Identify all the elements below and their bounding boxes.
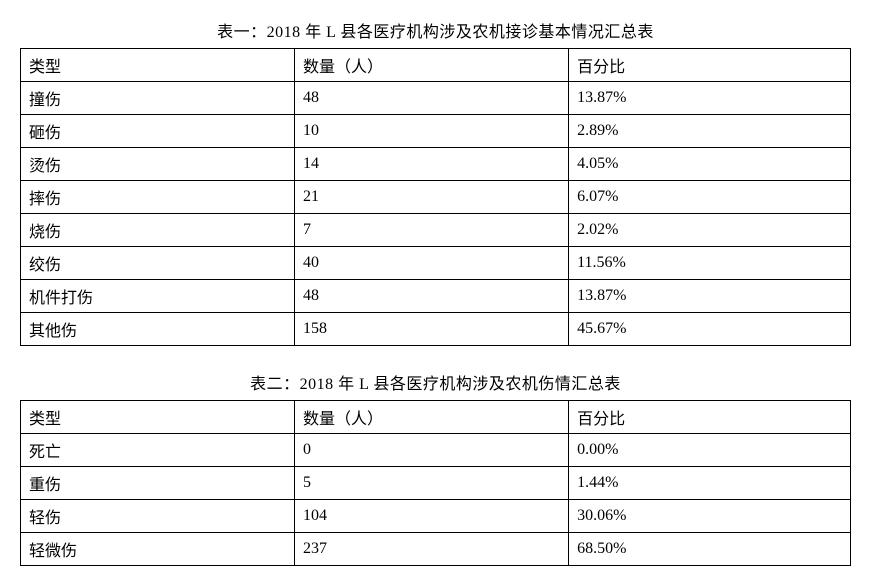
cell-type: 绞伤 [21,247,295,280]
cell-count: 7 [295,214,569,247]
table2-header-row: 类型 数量（人） 百分比 [21,401,851,434]
cell-count: 104 [295,500,569,533]
cell-count: 48 [295,82,569,115]
table-row: 重伤 5 1.44% [21,467,851,500]
table1-container: 表一：2018 年 L 县各医疗机构涉及农机接诊基本情况汇总表 类型 数量（人）… [20,18,851,346]
cell-percent: 13.87% [569,280,851,313]
cell-percent: 1.44% [569,467,851,500]
table1-col-header-type: 类型 [21,49,295,82]
cell-count: 5 [295,467,569,500]
table-row: 死亡 0 0.00% [21,434,851,467]
cell-percent: 6.07% [569,181,851,214]
cell-type: 其他伤 [21,313,295,346]
table-row: 烫伤 14 4.05% [21,148,851,181]
cell-percent: 0.00% [569,434,851,467]
cell-type: 撞伤 [21,82,295,115]
cell-count: 237 [295,533,569,566]
table-row: 摔伤 21 6.07% [21,181,851,214]
cell-percent: 45.67% [569,313,851,346]
table-row: 烧伤 7 2.02% [21,214,851,247]
table1-header-row: 类型 数量（人） 百分比 [21,49,851,82]
cell-count: 21 [295,181,569,214]
table1-col-header-percent: 百分比 [569,49,851,82]
table-row: 撞伤 48 13.87% [21,82,851,115]
cell-percent: 4.05% [569,148,851,181]
table2-title: 表二：2018 年 L 县各医疗机构涉及农机伤情汇总表 [20,370,851,394]
cell-type: 轻微伤 [21,533,295,566]
cell-count: 158 [295,313,569,346]
cell-percent: 30.06% [569,500,851,533]
table1-title: 表一：2018 年 L 县各医疗机构涉及农机接诊基本情况汇总表 [20,18,851,42]
table-row: 其他伤 158 45.67% [21,313,851,346]
cell-type: 砸伤 [21,115,295,148]
spacer [20,346,851,370]
cell-count: 10 [295,115,569,148]
table2-col-header-type: 类型 [21,401,295,434]
cell-type: 机件打伤 [21,280,295,313]
table1-col-header-count: 数量（人） [295,49,569,82]
cell-percent: 13.87% [569,82,851,115]
cell-count: 14 [295,148,569,181]
table2-container: 表二：2018 年 L 县各医疗机构涉及农机伤情汇总表 类型 数量（人） 百分比… [20,370,851,566]
cell-count: 0 [295,434,569,467]
cell-type: 死亡 [21,434,295,467]
table-row: 砸伤 10 2.89% [21,115,851,148]
cell-type: 烫伤 [21,148,295,181]
table-row: 绞伤 40 11.56% [21,247,851,280]
table-row: 轻微伤 237 68.50% [21,533,851,566]
table-row: 机件打伤 48 13.87% [21,280,851,313]
table1: 类型 数量（人） 百分比 撞伤 48 13.87% 砸伤 10 2.89% 烫伤… [20,48,851,346]
table-row: 轻伤 104 30.06% [21,500,851,533]
cell-type: 烧伤 [21,214,295,247]
table2-col-header-percent: 百分比 [569,401,851,434]
cell-percent: 11.56% [569,247,851,280]
table2: 类型 数量（人） 百分比 死亡 0 0.00% 重伤 5 1.44% 轻伤 10… [20,400,851,566]
cell-count: 48 [295,280,569,313]
cell-type: 摔伤 [21,181,295,214]
cell-percent: 2.02% [569,214,851,247]
cell-count: 40 [295,247,569,280]
cell-type: 轻伤 [21,500,295,533]
table2-col-header-count: 数量（人） [295,401,569,434]
cell-percent: 2.89% [569,115,851,148]
cell-percent: 68.50% [569,533,851,566]
cell-type: 重伤 [21,467,295,500]
